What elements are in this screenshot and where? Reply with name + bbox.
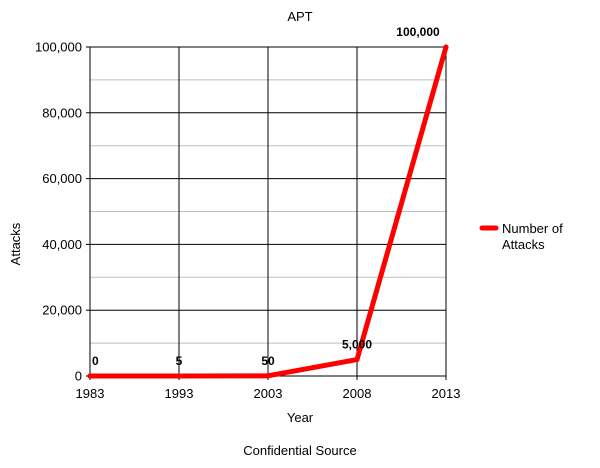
grid-layer (89, 46, 447, 377)
y-tick-labels: 0 20,000 40,000 60,000 80,000 100,000 (35, 40, 82, 384)
data-label: 50 (261, 354, 275, 368)
data-label: 100,000 (396, 25, 440, 39)
data-label-layer: 0 5 50 5,000 100,000 (92, 25, 440, 368)
x-tick-label: 2008 (343, 386, 372, 401)
data-label: 5 (176, 354, 183, 368)
x-tick-label: 1993 (165, 386, 194, 401)
y-tick-label: 0 (75, 369, 82, 384)
y-tick-label: 20,000 (42, 303, 82, 318)
data-label: 5,000 (342, 338, 372, 352)
legend-label-line: Number of (502, 221, 563, 236)
x-tick-labels: 1983 1993 2003 2008 2013 (76, 386, 461, 401)
x-tick-label: 2003 (254, 386, 283, 401)
x-tick-label: 2013 (432, 386, 461, 401)
y-axis-title: Attacks (8, 222, 23, 265)
data-label: 0 (92, 354, 99, 368)
y-tick-label: 40,000 (42, 237, 82, 252)
y-tick-label: 60,000 (42, 171, 82, 186)
legend-label-line: Attacks (502, 237, 545, 252)
x-tick-label: 1983 (76, 386, 105, 401)
y-tick-label: 80,000 (42, 105, 82, 120)
data-point (87, 373, 93, 379)
series-layer (87, 44, 449, 379)
y-tick-label: 100,000 (35, 40, 82, 55)
legend: Number of Attacks (479, 221, 563, 252)
data-point (265, 373, 271, 379)
data-point (176, 373, 182, 379)
footer-source: Confidential Source (243, 443, 356, 458)
data-point (443, 44, 449, 50)
axis-layer (86, 46, 447, 380)
x-axis-title: Year (287, 410, 314, 425)
data-point (354, 357, 360, 363)
legend-entry-label: Number of Attacks (502, 221, 563, 252)
chart-title: APT (287, 9, 312, 24)
